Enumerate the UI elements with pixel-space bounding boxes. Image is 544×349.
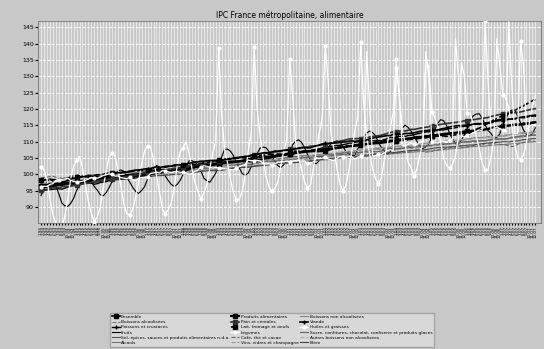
Title: IPC France métropolitaine, alimentaire: IPC France métropolitaine, alimentaire: [216, 11, 363, 20]
Legend: Ensemble, Boissons alcoolisées, Poissons et crustacés, Fruits, Sel, épices, sauc: Ensemble, Boissons alcoolisées, Poissons…: [110, 313, 434, 347]
